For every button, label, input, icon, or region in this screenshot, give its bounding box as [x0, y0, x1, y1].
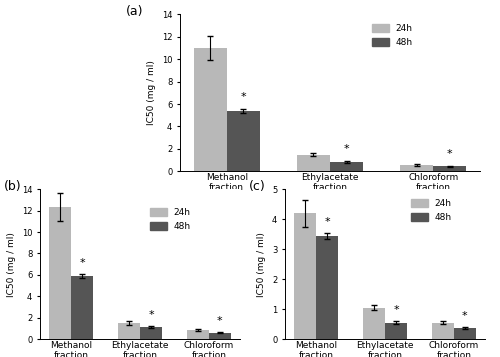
Text: *: *: [80, 258, 85, 268]
Bar: [194, 48, 226, 171]
Text: *: *: [447, 150, 452, 160]
Bar: [297, 155, 330, 171]
Bar: [294, 213, 316, 339]
Text: *: *: [324, 217, 330, 227]
Bar: [432, 323, 454, 339]
Bar: [140, 327, 162, 339]
Bar: [363, 308, 385, 339]
Y-axis label: IC50 (mg / ml): IC50 (mg / ml): [148, 60, 156, 125]
Bar: [385, 323, 407, 339]
Legend: 24h, 48h: 24h, 48h: [410, 197, 454, 224]
Bar: [71, 276, 93, 339]
Bar: [118, 323, 140, 339]
Text: *: *: [462, 311, 468, 321]
Text: *: *: [148, 310, 154, 320]
Legend: 24h, 48h: 24h, 48h: [148, 206, 192, 233]
Bar: [209, 333, 231, 339]
Y-axis label: IC50 (mg / ml): IC50 (mg / ml): [8, 232, 16, 297]
Text: *: *: [240, 92, 246, 102]
Bar: [400, 165, 434, 171]
Bar: [454, 328, 476, 339]
Text: (c): (c): [249, 180, 266, 193]
Text: *: *: [393, 305, 399, 315]
Text: *: *: [217, 316, 222, 326]
Bar: [226, 111, 260, 171]
Y-axis label: IC50 (mg / ml): IC50 (mg / ml): [258, 232, 266, 297]
Text: *: *: [344, 145, 349, 155]
Legend: 24h, 48h: 24h, 48h: [370, 22, 414, 49]
Bar: [330, 162, 363, 171]
Bar: [316, 236, 338, 339]
Bar: [187, 330, 209, 339]
Bar: [49, 207, 71, 339]
Text: (a): (a): [126, 5, 144, 18]
Bar: [434, 166, 466, 171]
Text: (b): (b): [4, 180, 21, 193]
